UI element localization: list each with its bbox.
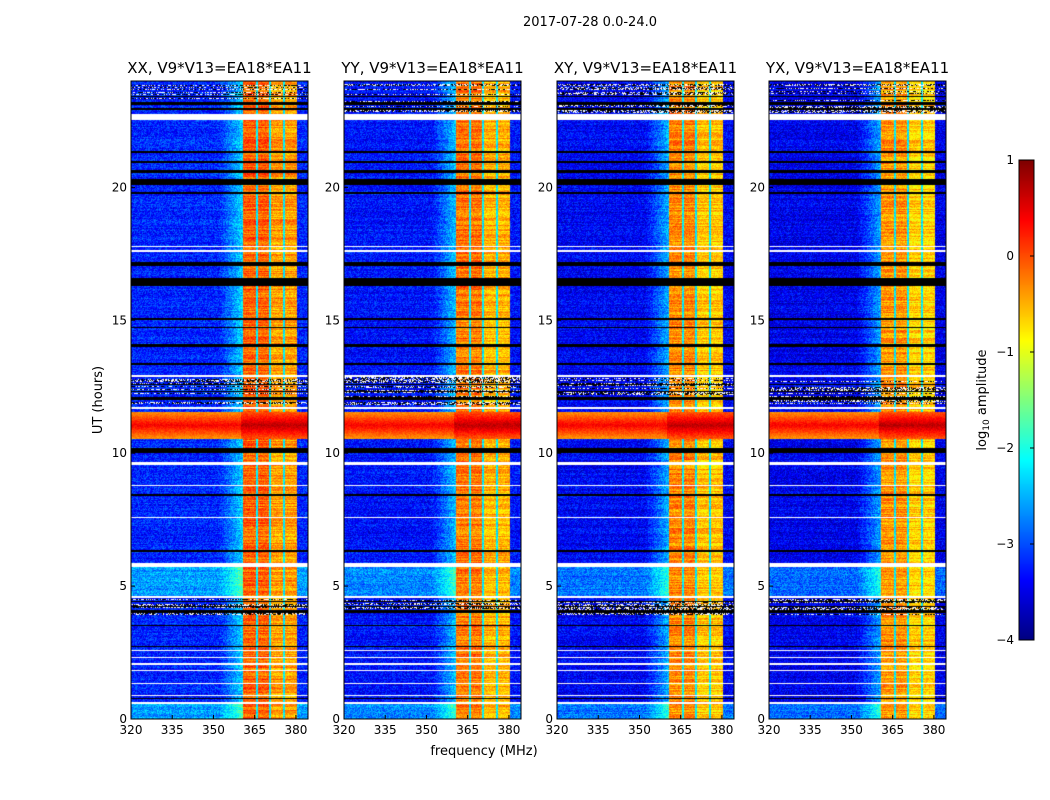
spectrogram-1	[344, 81, 521, 719]
y-axis-label: UT (hours)	[91, 366, 106, 434]
panel-frame-3	[768, 80, 947, 720]
x-tick-label: 380	[922, 723, 945, 737]
x-tick-label: 350	[628, 723, 651, 737]
x-tick-label: 320	[120, 723, 143, 737]
colorbar-tick-label: −1	[996, 345, 1014, 359]
x-tick-label: 350	[840, 723, 863, 737]
colorbar-tick-label: 1	[1006, 153, 1014, 167]
x-tick-label: 350	[415, 723, 438, 737]
colorbar-tick-label: −4	[996, 633, 1014, 647]
panel-frame-1	[343, 80, 522, 720]
colorbar-frame	[1018, 159, 1035, 641]
y-tick-label: 5	[545, 579, 553, 593]
y-tick-label: 10	[325, 446, 340, 460]
x-tick-label: 335	[161, 723, 184, 737]
panel-title-0: XX, V9*V13=EA18*EA11	[127, 59, 311, 77]
x-tick-label: 380	[710, 723, 733, 737]
y-tick-label: 0	[119, 712, 127, 726]
spectrogram-0	[131, 81, 308, 719]
y-tick-label: 0	[545, 712, 553, 726]
y-tick-label: 0	[332, 712, 340, 726]
x-tick-label: 320	[546, 723, 569, 737]
x-axis-label: frequency (MHz)	[430, 744, 537, 759]
figure-title: 2017-07-28 0.0-24.0	[523, 15, 657, 30]
y-tick-label: 0	[757, 712, 765, 726]
y-tick-label: 10	[750, 446, 765, 460]
x-tick-label: 365	[456, 723, 479, 737]
x-tick-label: 335	[799, 723, 822, 737]
colorbar-label: log10 amplitude	[975, 349, 992, 450]
spectrogram-2	[557, 81, 734, 719]
x-tick-label: 380	[497, 723, 520, 737]
y-tick-label: 5	[332, 579, 340, 593]
y-tick-label: 15	[538, 313, 553, 327]
y-tick-label: 10	[538, 446, 553, 460]
colorbar	[1019, 160, 1034, 640]
x-tick-label: 365	[243, 723, 266, 737]
y-tick-label: 10	[112, 446, 127, 460]
y-tick-label: 20	[112, 180, 127, 194]
x-tick-label: 320	[333, 723, 356, 737]
y-tick-label: 20	[538, 180, 553, 194]
panel-frame-0	[130, 80, 309, 720]
x-tick-label: 320	[758, 723, 781, 737]
x-tick-label: 350	[202, 723, 225, 737]
x-tick-label: 380	[284, 723, 307, 737]
y-tick-label: 5	[119, 579, 127, 593]
spectrogram-3	[769, 81, 946, 719]
y-tick-label: 15	[112, 313, 127, 327]
x-tick-label: 365	[881, 723, 904, 737]
y-tick-label: 20	[325, 180, 340, 194]
x-tick-label: 335	[587, 723, 610, 737]
colorbar-tick-label: 0	[1006, 249, 1014, 263]
x-tick-label: 365	[669, 723, 692, 737]
panel-title-2: XY, V9*V13=EA18*EA11	[554, 59, 737, 77]
colorbar-tick-label: −2	[996, 441, 1014, 455]
y-tick-label: 20	[750, 180, 765, 194]
panel-title-3: YX, V9*V13=EA18*EA11	[765, 59, 949, 77]
y-tick-label: 15	[750, 313, 765, 327]
y-tick-label: 15	[325, 313, 340, 327]
colorbar-tick-label: −3	[996, 537, 1014, 551]
x-tick-label: 335	[374, 723, 397, 737]
panel-title-1: YY, V9*V13=EA18*EA11	[340, 59, 523, 77]
y-tick-label: 5	[757, 579, 765, 593]
panel-frame-2	[556, 80, 735, 720]
